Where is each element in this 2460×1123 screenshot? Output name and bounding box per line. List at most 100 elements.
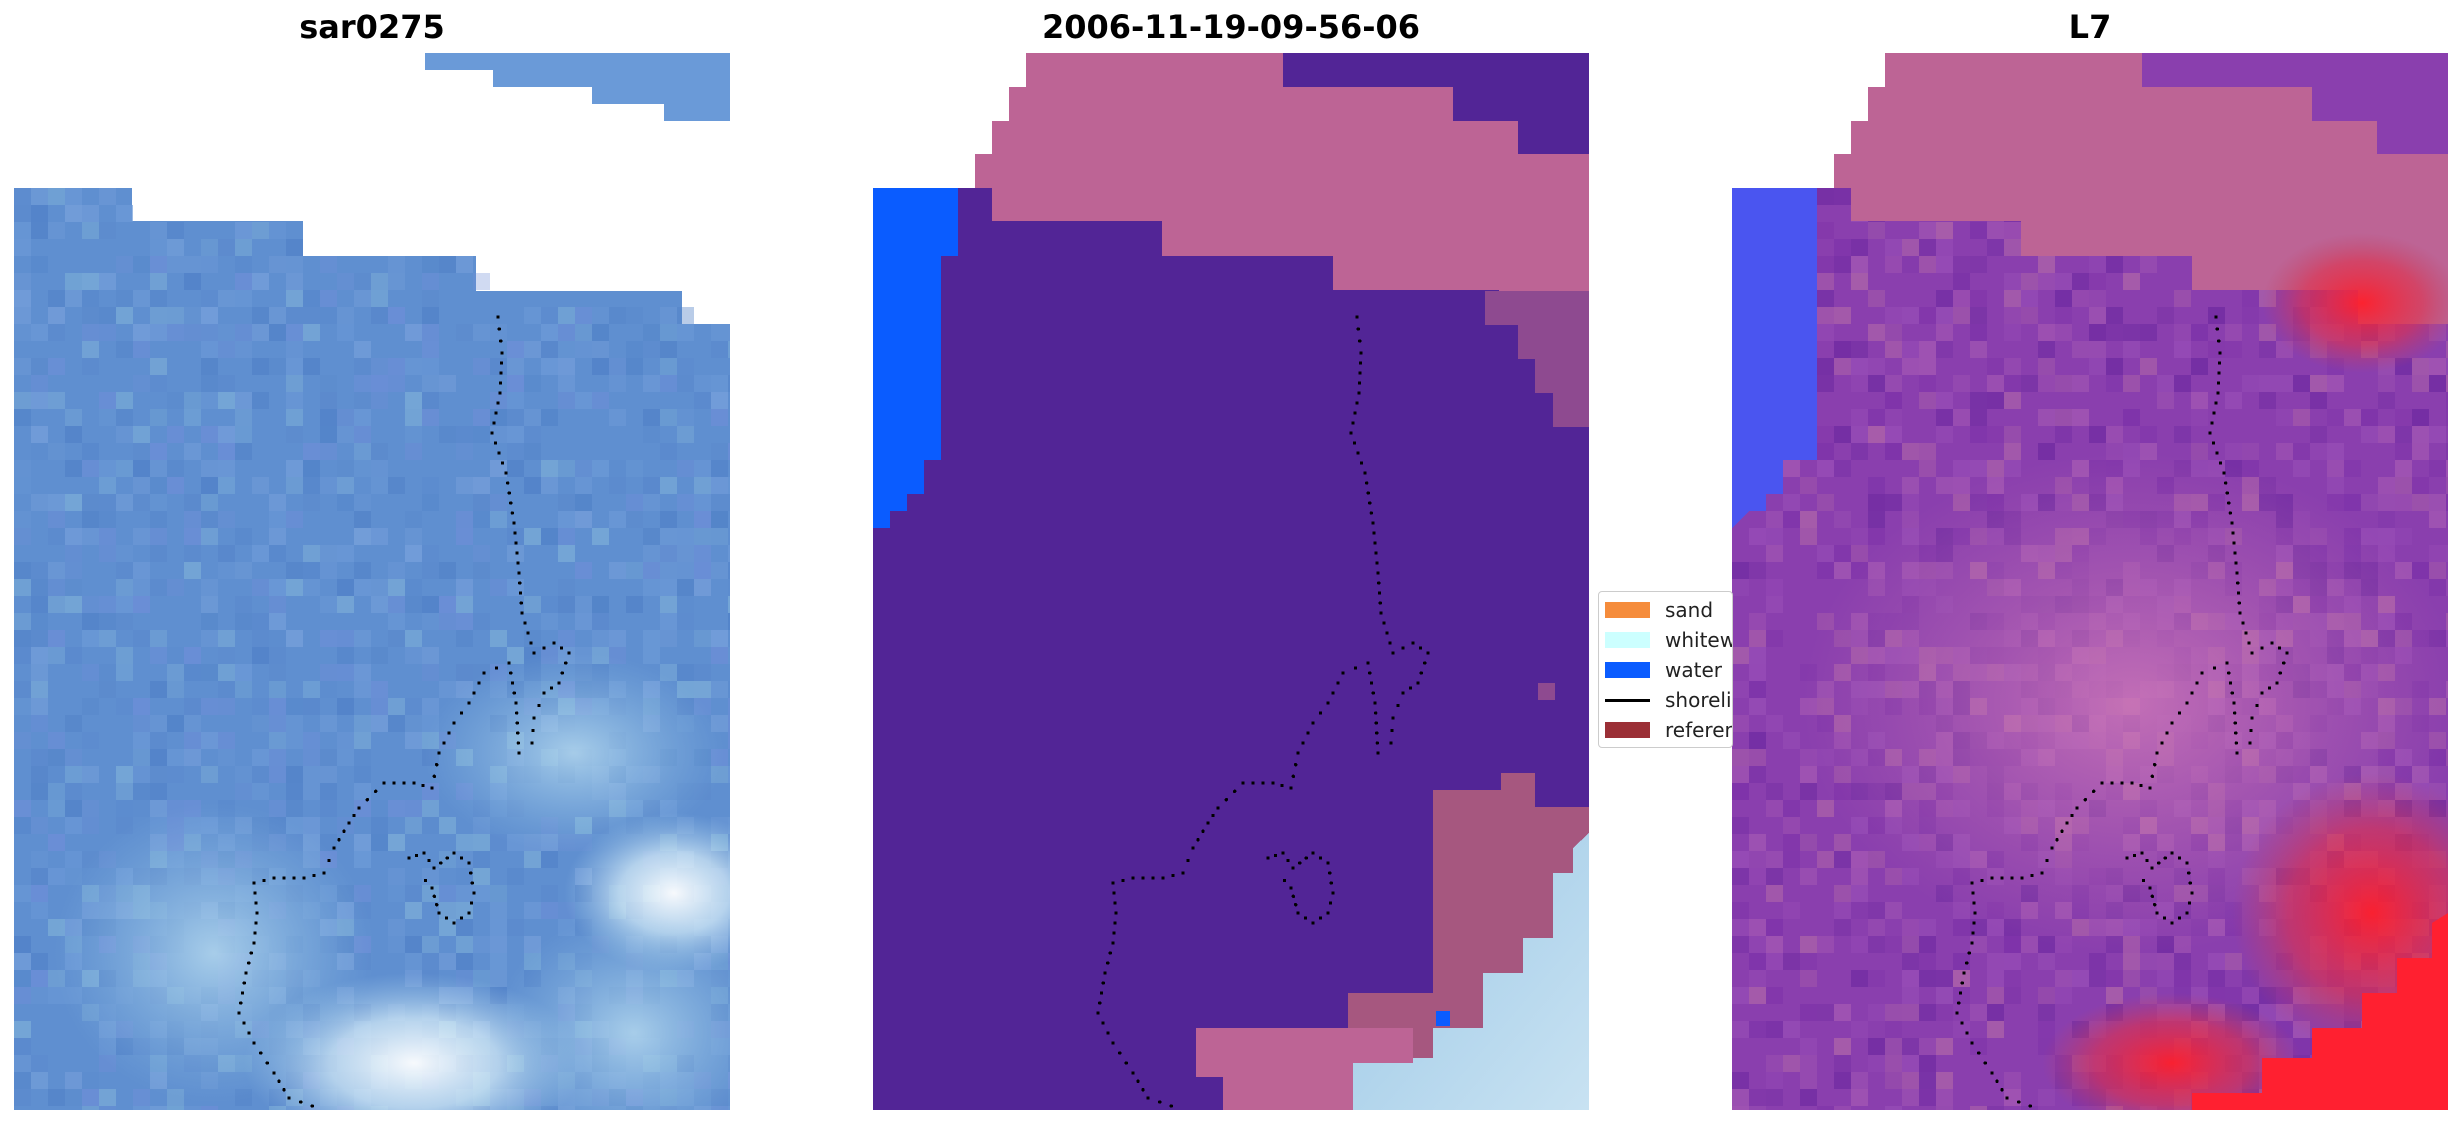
shoreline-dot	[422, 851, 426, 855]
shoreline-dot	[1111, 1041, 1115, 1045]
shoreline-dot	[2155, 911, 2159, 915]
panel-title: sar0275	[299, 8, 445, 46]
shoreline-dot	[2100, 781, 2104, 785]
shoreline-dot	[2255, 703, 2259, 708]
shoreline-dot	[1329, 881, 1333, 885]
class-sand-overlay-right	[1485, 291, 1589, 427]
shoreline-dot	[507, 661, 511, 665]
shoreline-dot	[2223, 481, 2228, 485]
shoreline-dot	[1181, 871, 1185, 875]
shoreline-dot	[282, 1088, 286, 1092]
shoreline-dot	[2270, 641, 2274, 645]
shoreline-dot	[1112, 891, 1116, 895]
shoreline-dot	[2210, 421, 2214, 425]
shoreline-dot	[2075, 806, 2079, 810]
shoreline-dot	[1418, 646, 1423, 650]
shoreline-dot	[2120, 781, 2124, 785]
shoreline-dot	[1423, 661, 1427, 665]
shoreline-dot	[1408, 686, 1413, 690]
shoreline-dot	[2267, 686, 2272, 690]
shoreline-dot	[531, 728, 535, 733]
l7-red-corner	[2192, 913, 2448, 1110]
shoreline-dot	[2195, 681, 2199, 685]
shoreline-dot	[2187, 901, 2192, 905]
shoreline-dot	[2028, 1104, 2032, 1108]
shoreline-dot	[1108, 951, 1112, 955]
shoreline-dot	[504, 471, 508, 475]
legend-label: water	[1665, 658, 1722, 682]
shoreline-dot	[432, 894, 436, 898]
shoreline-dot	[2185, 861, 2189, 865]
shoreline-dot	[1216, 806, 1220, 810]
shoreline-dot	[327, 858, 331, 863]
shoreline-dot	[1141, 876, 1145, 880]
shoreline-dot	[1366, 491, 1370, 495]
shoreline-dot	[470, 881, 474, 885]
shoreline-dot	[1349, 431, 1353, 435]
shoreline-dot	[1353, 411, 1357, 415]
legend-swatch-reference	[1605, 722, 1650, 738]
shoreline-dot	[1271, 781, 1275, 785]
shoreline-dot	[439, 861, 443, 865]
shoreline-dot	[365, 798, 369, 802]
shoreline-dot	[1376, 571, 1380, 575]
shoreline-dot	[1298, 861, 1302, 865]
shoreline-dot	[2228, 681, 2233, 685]
shoreline-dot	[2177, 856, 2182, 860]
shoreline-dot	[557, 681, 561, 685]
shoreline-dot	[2232, 711, 2237, 715]
shoreline-dot	[2177, 711, 2182, 715]
shoreline-dot	[2250, 651, 2254, 655]
shoreline-dot	[2185, 701, 2189, 705]
shoreline-dot	[1973, 911, 1977, 915]
shoreline-dot	[1296, 751, 1300, 755]
shoreline-dot	[2170, 851, 2174, 855]
shoreline-dot	[509, 671, 513, 675]
shoreline-dot	[1124, 1061, 1128, 1065]
shoreline-dot	[519, 601, 523, 605]
shoreline-dot	[1359, 461, 1364, 465]
legend-label: sand	[1665, 598, 1714, 622]
shoreline-dot	[1396, 703, 1400, 708]
shoreline-dot	[532, 716, 536, 720]
shoreline-dot	[2162, 916, 2167, 920]
shoreline-dot	[509, 501, 513, 505]
shoreline-dot	[430, 786, 434, 790]
shoreline-dot	[516, 741, 521, 745]
shoreline-dot	[507, 491, 511, 495]
shoreline-dot	[513, 531, 517, 535]
shoreline-dot	[2241, 621, 2245, 625]
shoreline-dot	[1373, 701, 1377, 705]
shoreline-dot	[459, 711, 464, 715]
shoreline-dot	[1286, 858, 1290, 863]
shoreline-dot	[1358, 371, 1362, 375]
legend-swatch-water	[1605, 662, 1650, 678]
shoreline-dot	[516, 561, 520, 565]
shoreline-dot	[1331, 691, 1335, 695]
shoreline-dot	[2233, 551, 2237, 555]
shoreline-dot	[2200, 671, 2204, 675]
shoreline-dot	[1363, 471, 1367, 475]
shoreline-dot	[1401, 646, 1405, 650]
shoreline-dot	[2218, 461, 2223, 465]
shoreline-dot	[500, 461, 505, 465]
shoreline-dot	[1114, 911, 1118, 915]
shoreline-dot	[1967, 951, 1971, 955]
shoreline-dot	[1375, 741, 1380, 745]
shoreline-dot	[1280, 783, 1284, 788]
shoreline-dot	[299, 1100, 303, 1104]
classification-image	[873, 53, 1589, 1110]
shoreline-dot	[2045, 858, 2049, 863]
shoreline-dot	[2235, 751, 2239, 755]
shoreline-dot	[505, 481, 510, 485]
shoreline-dot	[1401, 691, 1405, 695]
shoreline-dot	[2247, 641, 2251, 645]
shoreline-dot	[252, 1041, 256, 1045]
shoreline-dot	[2055, 838, 2059, 842]
shoreline-dot	[1411, 641, 1415, 645]
shoreline-dot	[1374, 721, 1378, 725]
shoreline-dot	[2214, 401, 2218, 405]
shoreline-dot	[1375, 561, 1379, 565]
shoreline-dot	[1191, 846, 1195, 850]
